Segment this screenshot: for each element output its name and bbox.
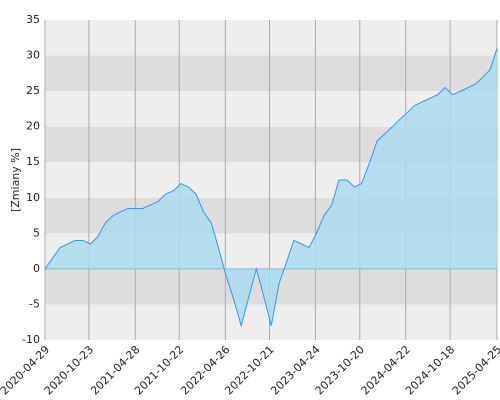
y-tick-label: 20 bbox=[26, 120, 40, 133]
line bbox=[44, 48, 498, 328]
background-band bbox=[45, 20, 497, 56]
y-tick-label: -10 bbox=[22, 333, 40, 346]
y-tick-label: 5 bbox=[33, 226, 40, 239]
y-tick-label: 15 bbox=[26, 155, 40, 168]
y-axis-label: [Zmiany %] bbox=[9, 148, 22, 212]
y-tick-label: 25 bbox=[26, 84, 40, 97]
y-tick-label: 35 bbox=[26, 13, 40, 26]
y-tick-label: 30 bbox=[26, 49, 40, 62]
x-tick-label: 2025-04-25 bbox=[450, 343, 500, 397]
y-tick-label: 10 bbox=[26, 191, 40, 204]
y-tick-label: -5 bbox=[29, 297, 40, 310]
background-band bbox=[45, 55, 497, 92]
y-tick-label: 0 bbox=[33, 262, 40, 275]
area bbox=[45, 48, 497, 326]
